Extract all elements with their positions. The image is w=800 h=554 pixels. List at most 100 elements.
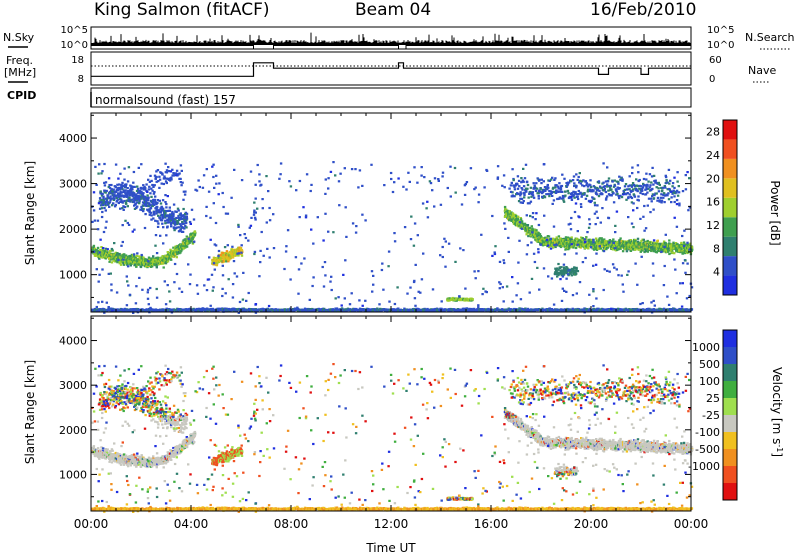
power-cell (145, 199, 148, 202)
power-cell (159, 258, 163, 262)
power-cell (119, 256, 122, 259)
power-cell (678, 244, 681, 247)
power-cell (534, 231, 537, 234)
power-cell (114, 186, 117, 189)
power-cell (181, 244, 184, 247)
power-cell (240, 309, 244, 312)
power-cell (177, 209, 180, 212)
power-cell (103, 206, 106, 210)
power-cell (131, 188, 134, 191)
power-cell (632, 193, 635, 196)
power-cell (178, 218, 181, 221)
power-cell (582, 179, 585, 182)
power-cell (142, 192, 145, 195)
power-cell (663, 201, 666, 204)
power-cell (415, 307, 418, 310)
power-cell (129, 264, 132, 267)
power-cell (380, 310, 383, 313)
power-cell (671, 182, 675, 185)
power-cell (182, 308, 185, 311)
power-cell (524, 225, 527, 228)
power-cell (655, 251, 658, 254)
power-cell (580, 245, 583, 248)
power-cell (227, 260, 230, 263)
power-cell (578, 243, 582, 246)
power-cell (660, 199, 664, 202)
power-cell (589, 238, 592, 242)
power-cell (154, 201, 157, 204)
power-cell (532, 196, 536, 199)
power-cell (138, 257, 142, 260)
power-cell (155, 212, 158, 215)
power-cell (646, 239, 649, 243)
power-cell (130, 262, 133, 265)
power-cell (559, 245, 563, 249)
power-cell (175, 246, 178, 249)
power-cell (463, 308, 466, 311)
power-cell (158, 175, 161, 178)
power-cell (601, 193, 604, 196)
power-cell (157, 222, 160, 225)
power-cell (604, 190, 608, 194)
power-cell (135, 254, 138, 257)
power-cell (118, 188, 122, 191)
power-cell (660, 193, 663, 196)
power-cell (608, 240, 611, 243)
power-cell (662, 192, 666, 195)
power-cell (543, 238, 546, 241)
power-cell (579, 179, 582, 182)
power-cell (170, 212, 174, 215)
power-cell (121, 207, 124, 210)
power-cell (637, 248, 640, 251)
power-cell (116, 261, 119, 264)
power-cell (550, 243, 554, 246)
power-cell (120, 198, 123, 201)
power-cell (109, 189, 113, 192)
power-cell (443, 308, 446, 311)
power-cell (683, 252, 687, 255)
power-cell (670, 196, 673, 199)
power-cell (565, 270, 569, 273)
power-cell (376, 307, 379, 310)
power-cell (98, 257, 101, 260)
power-cell (514, 184, 517, 187)
power-cell (146, 204, 149, 207)
power-cell (676, 180, 679, 183)
power-cell (585, 236, 588, 239)
power-cell (191, 236, 194, 240)
power-cell (540, 178, 543, 181)
power-cell (523, 177, 527, 180)
power-cell (669, 244, 672, 247)
power-cell (181, 248, 184, 251)
power-cell (660, 186, 663, 189)
power-cell (169, 256, 172, 259)
power-cell (644, 250, 647, 253)
power-cell (102, 199, 105, 202)
power-cell (646, 191, 649, 194)
power-cell (170, 258, 173, 261)
power-cell (638, 187, 641, 190)
power-cell (677, 191, 681, 194)
power-cell (573, 184, 576, 188)
power-cell (136, 185, 139, 188)
power-cell (153, 203, 156, 206)
power-cell (642, 238, 645, 241)
power-cell (113, 193, 116, 196)
power-cell (554, 245, 557, 249)
power-cell (152, 185, 155, 188)
power-cell (629, 249, 632, 252)
power-cell (583, 192, 586, 195)
power-cell (171, 168, 174, 171)
power-cell (229, 254, 232, 257)
power-cell (634, 248, 637, 251)
power-cell (308, 309, 311, 312)
power-cell (165, 206, 168, 209)
power-cell (100, 199, 103, 202)
power-cell (135, 193, 138, 196)
power-cell (603, 238, 606, 241)
power-cell (561, 269, 565, 272)
power-cell (647, 187, 650, 190)
power-cell (602, 245, 605, 248)
power-cell (112, 198, 115, 201)
power-cell (376, 310, 379, 313)
